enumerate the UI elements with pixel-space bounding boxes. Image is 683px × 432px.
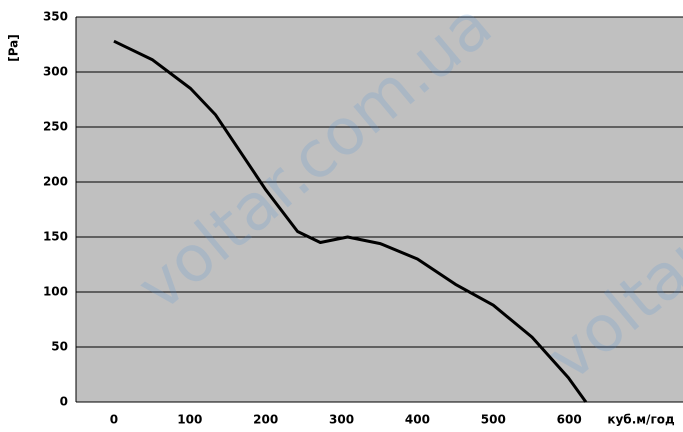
- x-axis-title: куб.м/год: [607, 413, 675, 427]
- y-tick-label: 100: [43, 285, 68, 299]
- plot-area: [76, 17, 683, 402]
- x-tick-label: 0: [110, 413, 118, 427]
- y-tick-label: 0: [60, 395, 68, 409]
- x-tick-label: 500: [481, 413, 506, 427]
- y-tick-label: 250: [43, 120, 68, 134]
- x-tick-label: 400: [405, 413, 430, 427]
- x-tick-label: 200: [253, 413, 278, 427]
- x-tick-label: 300: [329, 413, 354, 427]
- y-tick-label: 150: [43, 230, 68, 244]
- y-tick-label: 300: [43, 65, 68, 79]
- y-axis-title: [Pa]: [7, 34, 21, 62]
- x-tick-label: 600: [557, 413, 582, 427]
- y-tick-label: 200: [43, 175, 68, 189]
- curve: [113, 39, 588, 403]
- y-tick-label: 350: [43, 10, 68, 24]
- x-tick-label: 100: [177, 413, 202, 427]
- y-tick-label: 50: [51, 340, 68, 354]
